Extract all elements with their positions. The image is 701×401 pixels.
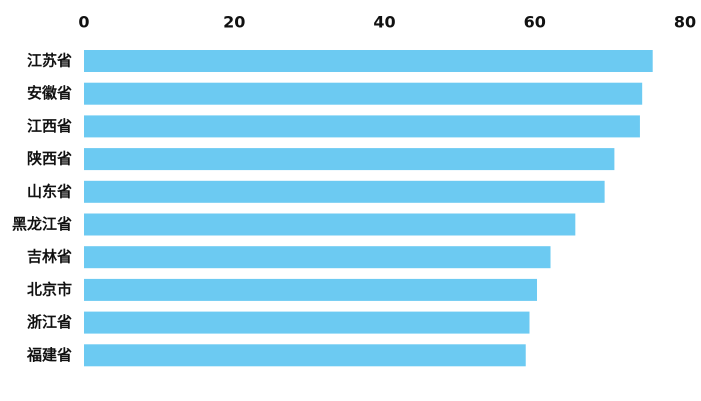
bar <box>84 148 615 171</box>
bar <box>84 246 551 269</box>
bar <box>84 278 538 301</box>
category-label: 黑龙江省 <box>12 215 72 233</box>
category-label: 福建省 <box>26 346 72 364</box>
x-tick-label: 0 <box>78 13 89 32</box>
x-tick-label: 80 <box>674 13 696 32</box>
category-label: 安徽省 <box>27 84 72 102</box>
bar <box>84 213 576 236</box>
x-axis-ticks: 0 20 40 60 80 <box>78 13 696 32</box>
category-label: 北京市 <box>27 280 72 298</box>
bar <box>84 311 530 334</box>
category-label: 浙江省 <box>27 313 72 331</box>
bar <box>84 180 605 203</box>
x-tick-label: 40 <box>373 13 395 32</box>
category-label: 陕西省 <box>27 150 72 168</box>
x-tick-label: 20 <box>223 13 245 32</box>
category-label: 江西省 <box>27 117 72 135</box>
bars <box>84 50 653 367</box>
category-label: 江苏省 <box>27 52 72 70</box>
bar <box>84 82 643 105</box>
bar <box>84 344 526 367</box>
x-tick-label: 60 <box>524 13 546 32</box>
category-label: 山东省 <box>27 182 72 200</box>
category-label: 吉林省 <box>27 248 72 266</box>
bar <box>84 115 640 138</box>
bar <box>84 50 653 72</box>
